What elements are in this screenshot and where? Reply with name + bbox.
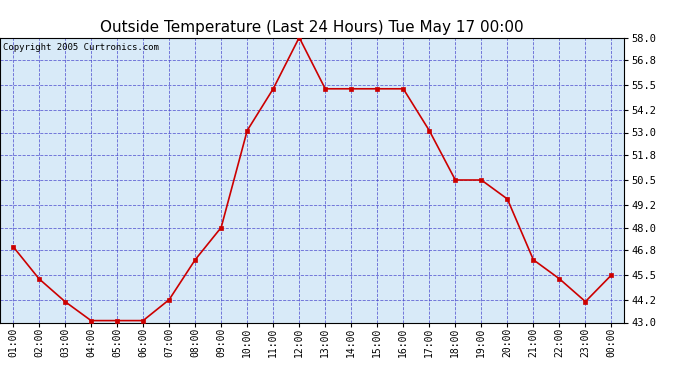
Text: Copyright 2005 Curtronics.com: Copyright 2005 Curtronics.com <box>3 43 159 52</box>
Title: Outside Temperature (Last 24 Hours) Tue May 17 00:00: Outside Temperature (Last 24 Hours) Tue … <box>101 20 524 35</box>
